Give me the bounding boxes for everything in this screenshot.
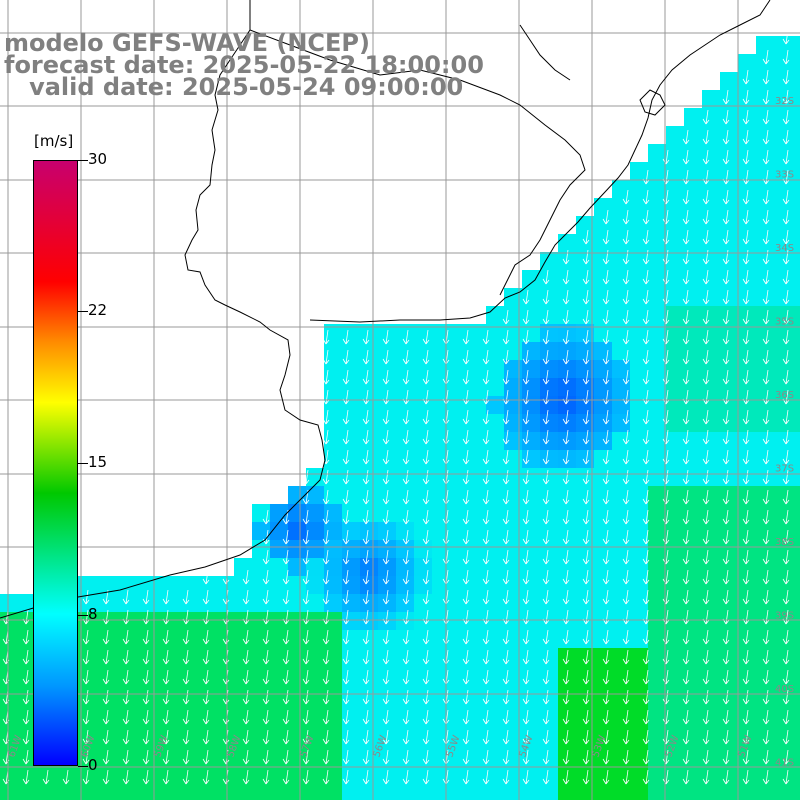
colorbar: [33, 160, 78, 766]
lat-label: 40S: [775, 684, 794, 695]
colorbar-unit: [m/s]: [34, 132, 74, 150]
valid-date: valid date: 2025-05-24 09:00:00: [4, 73, 464, 101]
coastline: [0, 0, 326, 619]
colorbar-tick-label: 22: [88, 301, 108, 319]
colorbar-tick-label: 0: [88, 756, 98, 774]
lat-label: 39S: [775, 611, 794, 622]
colorbar-tick: [78, 311, 88, 312]
lat-label: 33S: [775, 170, 794, 181]
colorbar-tick-label: 8: [88, 605, 98, 623]
lat-label: 34S: [775, 243, 794, 254]
colorbar-tick: [78, 463, 88, 464]
lat-label: 36S: [775, 390, 794, 401]
border-line: [249, 29, 586, 296]
lagoon-outline: [639, 89, 666, 116]
river-outline: [519, 24, 571, 81]
lat-label: 32S: [775, 96, 794, 107]
coastline-east: [309, 0, 771, 323]
lat-label: 38S: [775, 537, 794, 548]
colorbar-tick-label: 30: [88, 150, 108, 168]
wind-arrows: [2, 29, 790, 785]
wind-speed-field: [0, 36, 800, 800]
colorbar-tick-label: 15: [88, 453, 108, 471]
colorbar-tick: [78, 766, 88, 767]
colorbar-tick: [78, 615, 88, 616]
lat-label: 41S: [775, 758, 794, 769]
forecast-date: forecast date: 2025-05-22 18:00:00: [4, 51, 484, 79]
lat-label: 35S: [775, 317, 794, 328]
colorbar-tick: [78, 160, 88, 161]
lat-label: 37S: [775, 464, 794, 475]
model-title: modelo GEFS-WAVE (NCEP): [4, 29, 370, 57]
